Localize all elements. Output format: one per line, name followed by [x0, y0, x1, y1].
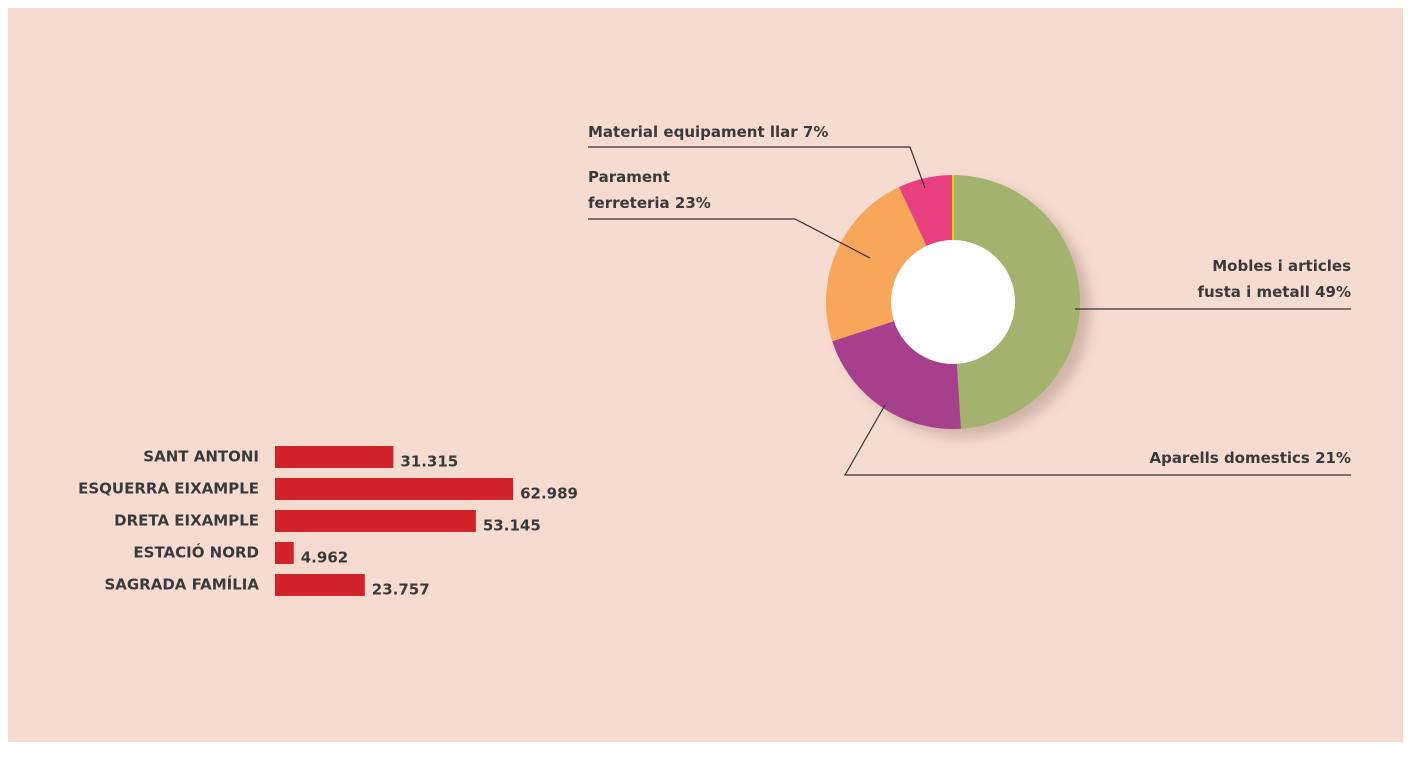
- bar-category-label: SANT ANTONI: [143, 448, 259, 466]
- donut-hole: [891, 240, 1015, 364]
- slice-value-label: 23%: [675, 194, 711, 212]
- slice-value-label: 7%: [803, 123, 828, 141]
- bar-category-label: DRETA EIXAMPLE: [114, 512, 259, 530]
- slice-label-text: Mobles i articles: [1212, 257, 1351, 275]
- slice-label-text: ferreteria: [588, 194, 670, 212]
- bar-category-label: SAGRADA FAMÍLIA: [104, 575, 259, 594]
- bar: [275, 542, 294, 564]
- bar: [275, 510, 476, 532]
- slice-label: Material equipament llar 7%: [588, 123, 828, 141]
- slice-label: ferreteria 23%: [588, 194, 711, 212]
- panel: [8, 8, 1403, 742]
- slice-label-text: Material equipament llar: [588, 123, 798, 141]
- slice-label: fusta i metall 49%: [1197, 283, 1351, 301]
- leader-line: [843, 404, 1351, 476]
- bar-category-label: ESQUERRA EIXAMPLE: [78, 480, 259, 498]
- slice-label: Aparells domestics 21%: [1149, 449, 1351, 467]
- bar: [275, 574, 365, 596]
- bar: [275, 478, 514, 500]
- leader-line: [588, 146, 926, 189]
- bar: [275, 446, 394, 468]
- slice-label-text: Parament: [588, 168, 670, 186]
- donut-slice: [953, 175, 1080, 429]
- slice-label-text: fusta i metall: [1197, 283, 1309, 301]
- slice-value-label: 49%: [1315, 283, 1351, 301]
- slice-label-text: Aparells domestics: [1149, 449, 1309, 467]
- slice-value-label: 21%: [1315, 449, 1351, 467]
- donut-slice: [832, 321, 961, 429]
- donut-slice: [826, 187, 927, 342]
- bar-category-label: ESTACIÓ NORD: [133, 543, 259, 562]
- slice-label: Mobles i articles: [1212, 257, 1351, 275]
- bar-value-label: 23.757: [372, 581, 430, 599]
- bar-value-label: 31.315: [400, 453, 458, 471]
- leader-line: [588, 218, 871, 259]
- bar-value-label: 4.962: [301, 549, 348, 567]
- bar-value-label: 53.145: [483, 517, 541, 535]
- donut-slice: [898, 175, 953, 246]
- slice-label: Parament: [588, 168, 670, 186]
- bar-value-label: 62.989: [520, 485, 578, 503]
